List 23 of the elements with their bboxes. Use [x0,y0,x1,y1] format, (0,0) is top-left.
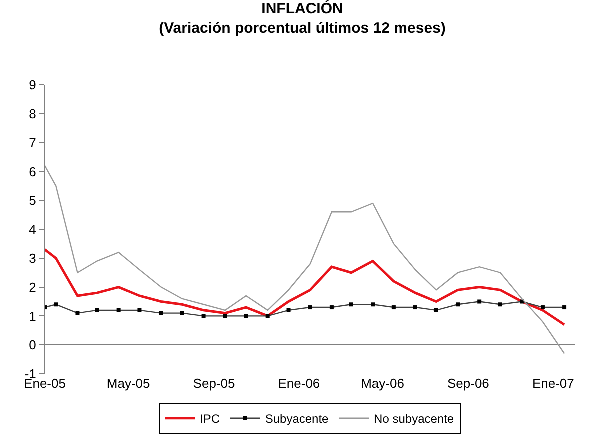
y-tick-label: 1 [29,308,36,324]
y-tick-label: 9 [29,78,36,93]
x-tick-label: May-06 [361,376,404,391]
x-tick-label: Sep-05 [193,376,236,391]
y-tick-label: 4 [29,222,36,238]
legend-label: IPC [200,412,220,426]
y-tick-label: 7 [29,135,36,150]
x-tick-label: Ene-07 [532,376,574,391]
line-series [45,248,566,326]
line-series [45,165,566,354]
y-tick-label: 6 [29,164,36,180]
chart-title: INFLACIÓN [262,0,344,18]
y-tick-label: 0 [29,338,36,353]
x-tick-label: Sep-06 [447,376,490,391]
legend-label: Subyacente [265,412,330,426]
chart-subtitle: (Variación porcentual últimos 12 meses) [159,20,446,37]
y-tick-label: 2 [29,280,36,295]
legend-label: No subyacente [374,412,454,426]
y-tick-label: 5 [29,193,36,208]
x-tick-label: May-05 [106,376,150,391]
x-tick-label: Ene-06 [278,376,320,391]
y-tick-label: 8 [29,106,36,122]
y-tick-label: 3 [29,250,36,266]
